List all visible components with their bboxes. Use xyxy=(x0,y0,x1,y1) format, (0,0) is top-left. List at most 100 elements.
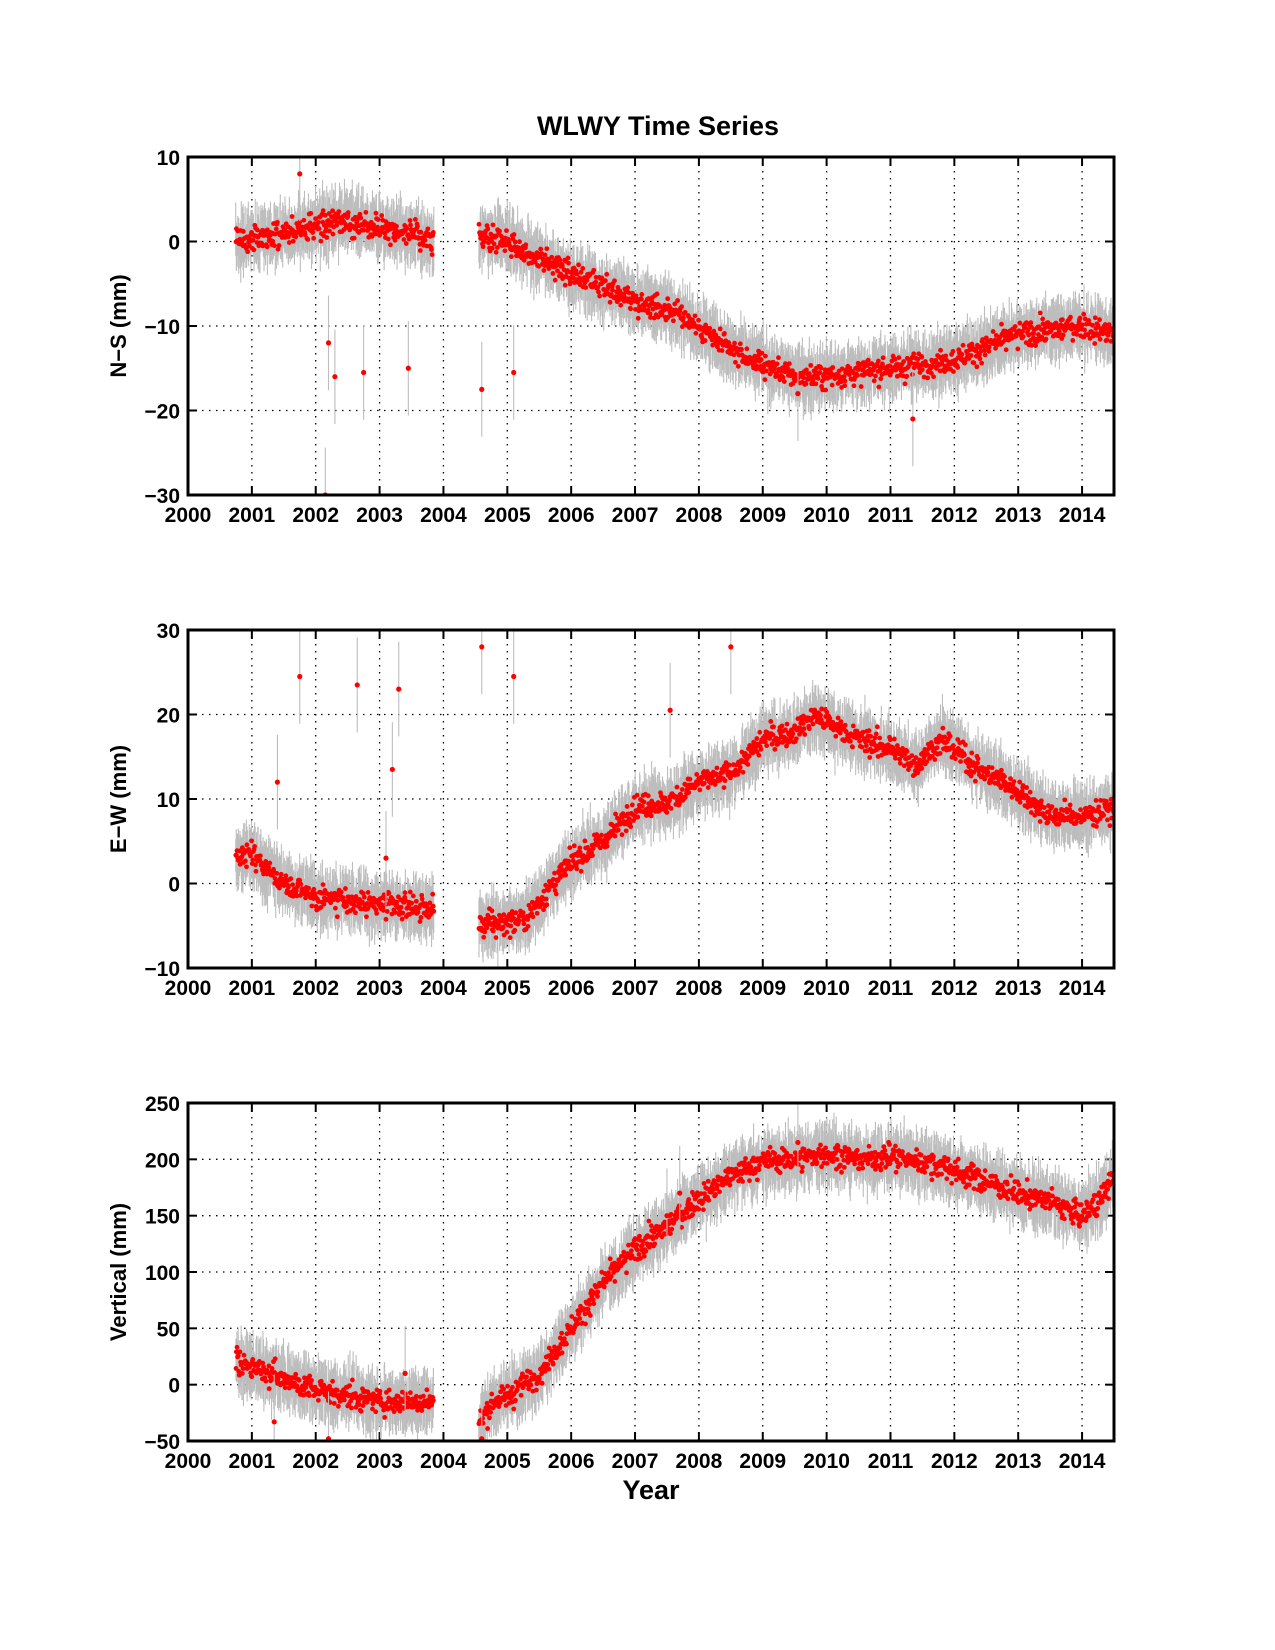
data-point xyxy=(1097,317,1102,323)
data-point xyxy=(290,227,295,233)
data-point xyxy=(733,359,738,365)
data-point xyxy=(977,356,983,362)
outlier-point xyxy=(297,171,303,177)
data-point xyxy=(566,858,572,864)
data-point xyxy=(933,357,939,363)
outlier-point xyxy=(405,365,411,371)
x-tick-label: 2010 xyxy=(803,504,850,527)
data-point xyxy=(277,885,282,891)
outlier-point xyxy=(795,391,801,397)
data-point xyxy=(410,893,416,899)
data-point xyxy=(1029,342,1035,348)
data-point xyxy=(1079,322,1085,328)
data-point xyxy=(931,374,936,380)
data-point xyxy=(274,219,280,225)
x-tick-label: 2007 xyxy=(612,977,659,1000)
y-tick-label: 10 xyxy=(157,147,180,170)
data-point xyxy=(873,373,878,379)
data-point xyxy=(402,890,408,896)
data-point xyxy=(338,889,344,895)
data-point xyxy=(908,360,914,366)
data-point xyxy=(719,348,725,353)
x-tick-label: 2000 xyxy=(165,504,212,527)
data-point xyxy=(582,838,588,844)
data-point xyxy=(311,235,317,241)
data-point xyxy=(514,253,519,259)
data-point xyxy=(665,296,671,302)
data-point xyxy=(497,228,502,234)
data-point xyxy=(544,246,550,252)
data-point xyxy=(336,209,342,215)
data-point xyxy=(541,907,546,913)
data-point xyxy=(731,352,737,358)
data-point xyxy=(759,350,765,356)
data-point xyxy=(415,909,421,915)
data-point xyxy=(244,864,249,870)
data-point xyxy=(290,882,296,888)
data-point xyxy=(417,919,423,924)
data-point xyxy=(555,268,560,274)
data-point xyxy=(739,347,744,352)
data-point xyxy=(1070,338,1076,343)
data-point xyxy=(365,906,371,912)
data-point xyxy=(1095,322,1101,328)
data-point xyxy=(270,238,276,244)
data-point xyxy=(1097,336,1103,342)
data-point xyxy=(496,923,502,929)
data-point xyxy=(273,226,279,232)
data-point xyxy=(986,348,992,354)
data-point xyxy=(959,351,965,357)
x-tick-label: 2013 xyxy=(995,977,1042,1000)
data-point xyxy=(482,929,488,935)
x-tick-label: 2004 xyxy=(420,504,467,527)
x-tick-label: 2008 xyxy=(676,977,723,1000)
data-point xyxy=(512,927,518,933)
data-point xyxy=(823,387,829,393)
data-point xyxy=(351,903,357,908)
data-point xyxy=(919,354,925,360)
data-point xyxy=(328,900,334,906)
data-point xyxy=(810,377,816,383)
data-point xyxy=(358,215,364,221)
data-point xyxy=(990,329,996,334)
data-point xyxy=(577,849,583,855)
data-point xyxy=(591,267,597,273)
x-tick-label: 2005 xyxy=(484,504,531,527)
data-point xyxy=(293,234,299,240)
data-point xyxy=(645,307,651,313)
data-point xyxy=(937,368,943,374)
data-point xyxy=(971,360,977,366)
data-point xyxy=(315,219,321,225)
data-point xyxy=(549,254,555,260)
data-point xyxy=(327,228,332,234)
data-point xyxy=(638,296,644,302)
data-point xyxy=(574,271,580,277)
data-point xyxy=(508,254,514,260)
data-point xyxy=(628,306,633,312)
data-point xyxy=(607,299,613,305)
data-point xyxy=(418,915,424,920)
data-point xyxy=(602,278,608,284)
data-point xyxy=(813,381,819,387)
data-point xyxy=(380,907,386,913)
data-point xyxy=(242,858,248,864)
outlier-point xyxy=(361,369,367,376)
data-point xyxy=(523,242,529,248)
data-point xyxy=(842,378,848,384)
data-point xyxy=(245,249,251,255)
data-point xyxy=(512,239,518,245)
data-point xyxy=(363,914,369,920)
data-point xyxy=(571,843,577,849)
data-point xyxy=(394,899,399,905)
data-point xyxy=(286,240,292,245)
data-point xyxy=(762,353,768,359)
data-point xyxy=(297,219,303,225)
north-south-panel: 2000 2001 2002 2003 2004 2005 2006 2007 2008 2009… xyxy=(106,147,1116,527)
data-point xyxy=(407,218,413,223)
data-point xyxy=(278,871,284,877)
data-point xyxy=(670,318,676,324)
data-point xyxy=(290,238,296,244)
data-point xyxy=(1074,331,1080,337)
data-point xyxy=(711,328,717,334)
